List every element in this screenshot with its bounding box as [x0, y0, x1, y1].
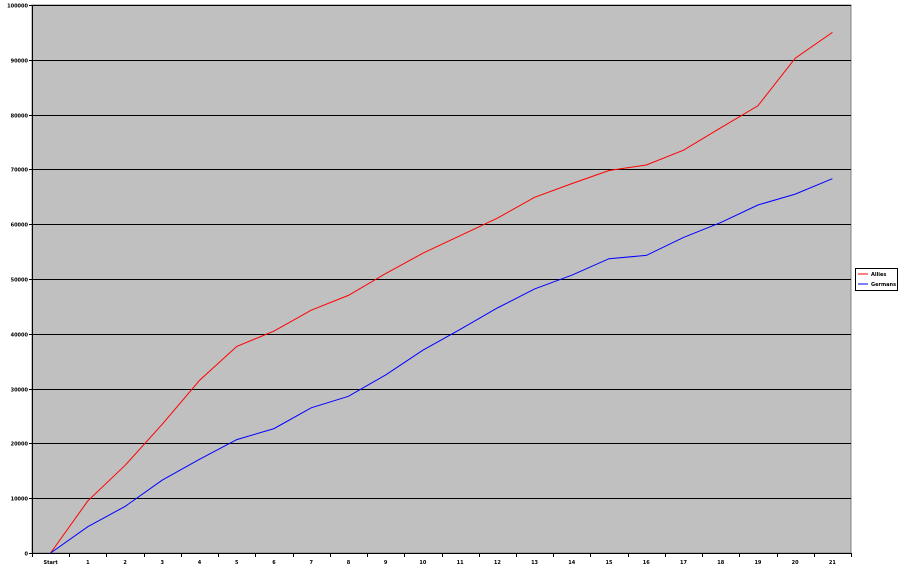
- y-axis: 0 10000 20000 30000 40000 50000 60000 70000 8000…: [7, 4, 33, 558]
- y-tick-label: 50000: [11, 278, 29, 284]
- x-tick-label: 2: [123, 560, 127, 566]
- series-line-germans: [50, 178, 833, 554]
- gridlines: [32, 5, 851, 499]
- x-tick-label: 20: [792, 560, 799, 566]
- x-tick-label: 4: [198, 560, 202, 566]
- series-layer: [50, 31, 833, 554]
- y-tick-label: 80000: [11, 114, 29, 120]
- x-tick-label: 9: [384, 560, 388, 566]
- x-tick-label: 21: [829, 560, 836, 566]
- x-tick-label: 18: [717, 560, 724, 566]
- x-tick-label: 8: [347, 560, 351, 566]
- x-tick-label: 17: [680, 560, 687, 566]
- x-tick-label: Start: [43, 560, 58, 566]
- x-axis: Start 1 2 3 4 5 6 7 8 9 10 11 12 13 14 15 16 17 18 19 20 21: [32, 553, 852, 566]
- y-tick-label: 100000: [7, 4, 28, 10]
- x-tick-label: 3: [161, 560, 165, 566]
- y-tick-label: 10000: [11, 497, 29, 503]
- x-tick-label: 13: [531, 560, 538, 566]
- legend-label-germans: Germans: [871, 282, 896, 288]
- legend-label-allies: Allies: [871, 272, 886, 278]
- series-line-allies: [50, 31, 833, 554]
- x-tick-label: 16: [643, 560, 650, 566]
- x-tick-label: 1: [86, 560, 90, 566]
- y-tick-label: 0: [25, 552, 29, 558]
- x-tick-label: 10: [419, 560, 426, 566]
- x-tick-label: 19: [754, 560, 761, 566]
- x-tick-label: 12: [494, 560, 501, 566]
- x-tick-label: 11: [457, 560, 464, 566]
- x-tick-label: 7: [309, 560, 313, 566]
- legend: Allies Germans: [855, 268, 898, 291]
- x-tick-label: 15: [606, 560, 613, 566]
- y-tick-label: 20000: [11, 442, 29, 448]
- y-tick-label: 60000: [11, 223, 29, 229]
- y-tick-label: 70000: [11, 168, 29, 174]
- x-tick-label: 6: [272, 560, 276, 566]
- x-tick-label: 5: [235, 560, 239, 566]
- y-tick-label: 30000: [11, 388, 29, 394]
- y-tick-label: 40000: [11, 333, 29, 339]
- x-tick-label: 14: [568, 560, 575, 566]
- y-tick-label: 90000: [11, 59, 29, 65]
